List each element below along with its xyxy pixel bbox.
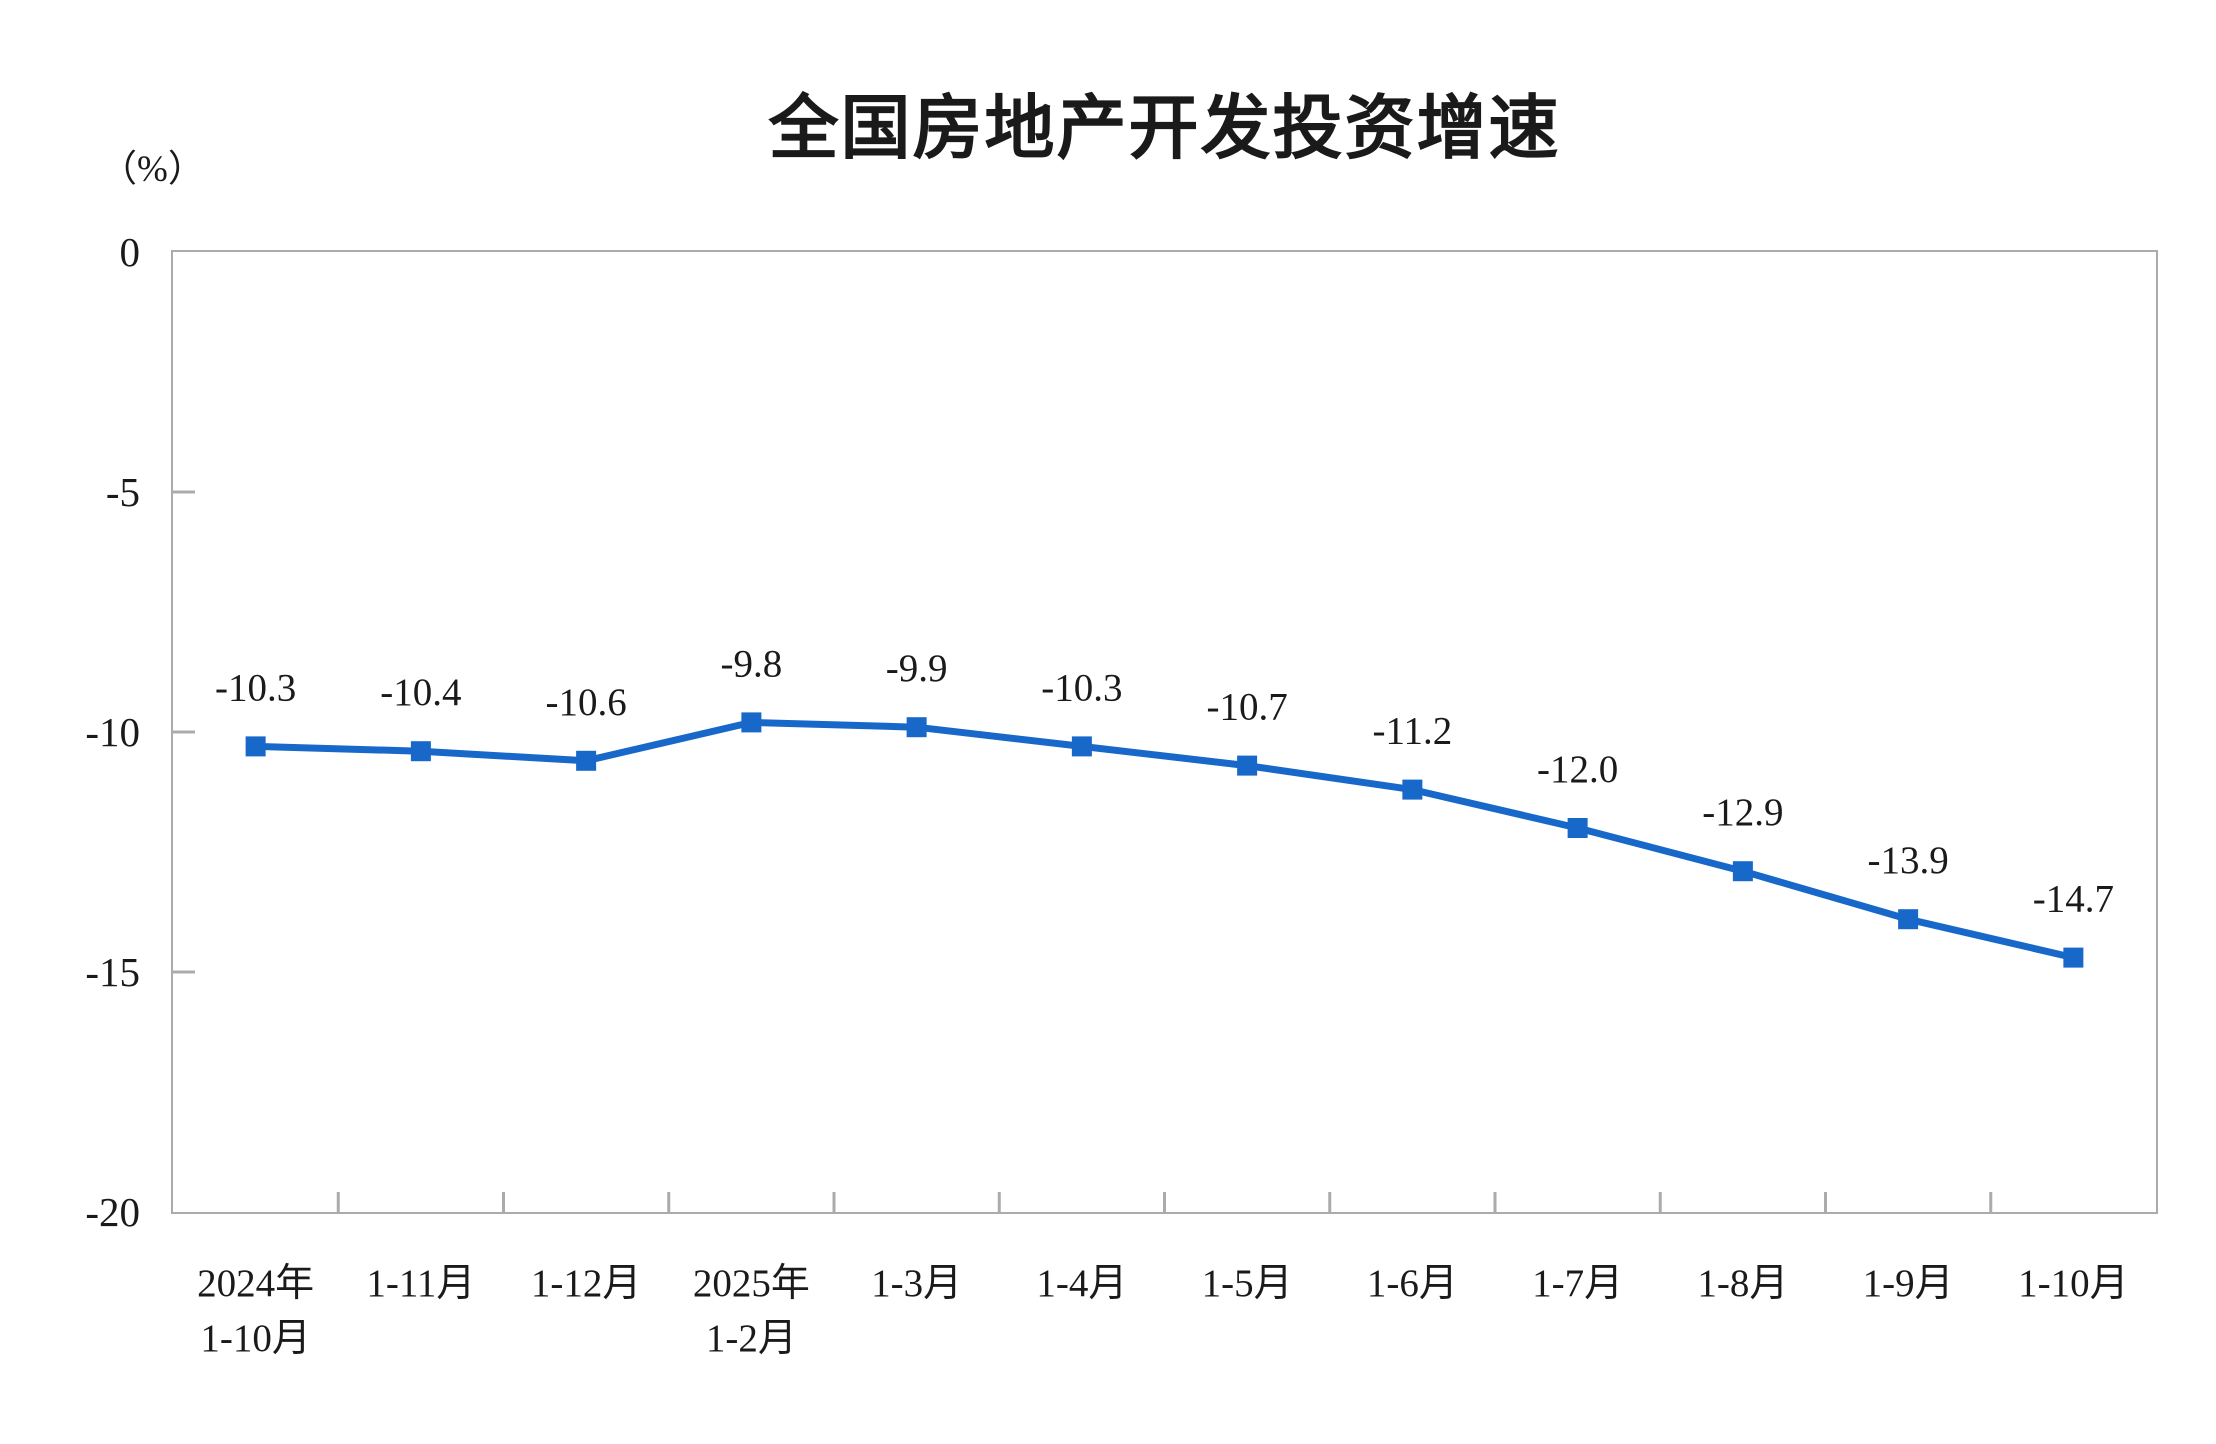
y-axis-tick-label: 0 (119, 229, 141, 275)
data-point-label: -12.9 (1702, 791, 1783, 834)
data-point-marker (1237, 755, 1258, 776)
data-point-label: -11.2 (1372, 710, 1452, 753)
x-axis-category-label: 1-7月 (1532, 1262, 1624, 1305)
data-point-marker (576, 750, 597, 771)
x-axis-category-label: 1-9月 (1862, 1262, 1954, 1305)
line-chart-canvas: -10.3 -10.4 -10.6 -9.8 -9.9 -10.3 -10.7 -11.2 -1… (173, 490, 2114, 1212)
y-axis-tick-label: -10 (85, 709, 140, 755)
data-point-label: -14.7 (2033, 878, 2114, 921)
data-point-label: -10.6 (546, 681, 627, 724)
y-axis-tick-labels: 0 -5 -10 -15 -20 (20, 0, 140, 1444)
data-point-label: -12.0 (1537, 748, 1618, 791)
data-point-label: -9.9 (886, 647, 948, 690)
x-axis-category-label: 1-10月 (2018, 1262, 2129, 1305)
data-point-marker (1071, 736, 1092, 757)
x-axis-category-label: 1-4月 (1036, 1262, 1128, 1305)
data-point-label: -10.7 (1207, 686, 1288, 729)
data-point-marker (2063, 947, 2084, 968)
data-point-label: -9.8 (721, 642, 783, 685)
x-axis-category-label: 1-6月 (1366, 1262, 1458, 1305)
chart-title: 全国房地产开发投资增速 (768, 91, 1561, 168)
data-point-label: -10.3 (1041, 666, 1122, 709)
y-axis-tick-label: -5 (105, 469, 140, 515)
series-line (252, 718, 2077, 962)
data-point-marker (1402, 779, 1423, 800)
data-point-marker (245, 736, 266, 757)
y-axis-unit-label: （%） (100, 149, 205, 190)
x-axis-category-label: 1-5月 (1201, 1262, 1293, 1305)
data-point-marker (906, 717, 927, 738)
data-point-marker (1898, 909, 1919, 930)
x-axis-category-label: 1-8月 (1697, 1262, 1789, 1305)
data-point-marker (1567, 818, 1588, 838)
y-axis-tick-label: -20 (85, 1189, 140, 1235)
plot-area: -10.3 -10.4 -10.6 -9.8 -9.9 -10.3 -10.7 -11.2 -1… (171, 250, 2158, 1214)
x-axis-category-label: 1-12月 (530, 1262, 642, 1305)
y-axis-tick-label: -15 (85, 949, 140, 995)
x-axis-category-label: 2025年 1-2月 (692, 1262, 810, 1360)
x-axis-category-label: 1-11月 (366, 1262, 476, 1305)
data-point-marker (410, 741, 431, 762)
data-point-label: -13.9 (1868, 839, 1949, 882)
data-point-marker (1732, 861, 1753, 882)
data-point-label: -10.4 (380, 671, 461, 714)
x-axis-category-label: 2024年 1-10月 (197, 1262, 315, 1360)
x-axis-category-label: 1-3月 (871, 1262, 963, 1305)
data-point-marker (741, 712, 762, 733)
data-point-label: -10.3 (215, 666, 296, 709)
